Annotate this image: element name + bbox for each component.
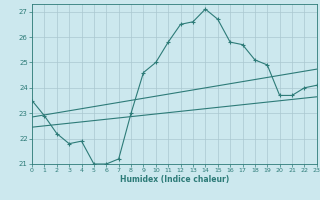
X-axis label: Humidex (Indice chaleur): Humidex (Indice chaleur) [120, 175, 229, 184]
